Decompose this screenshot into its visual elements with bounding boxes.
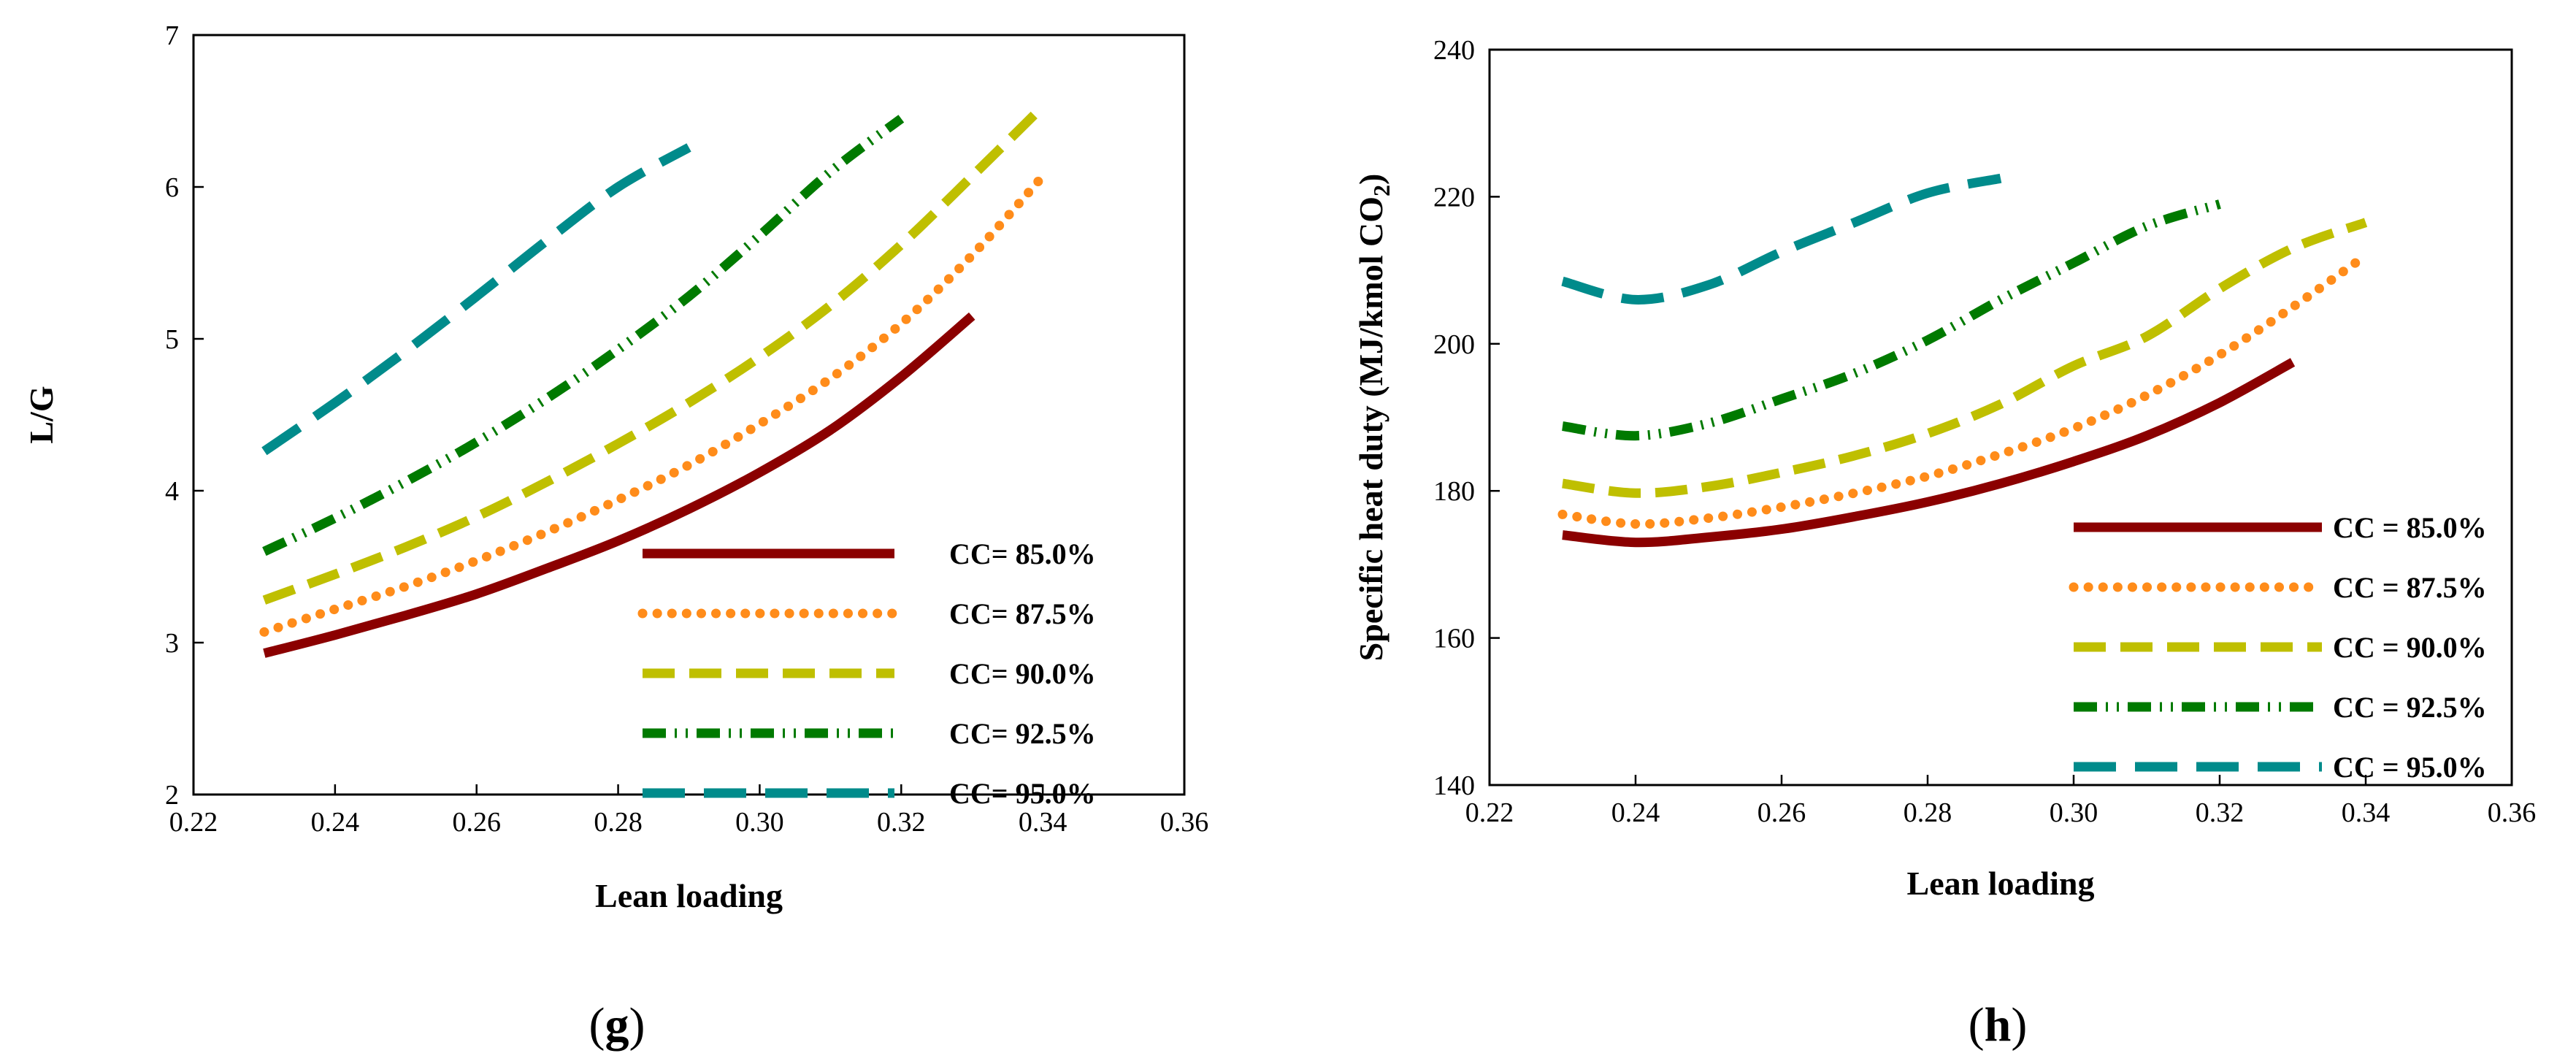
legend-label-h-5: CC = 95.0% <box>2333 751 2487 784</box>
legend-label-h-4: CC = 92.5% <box>2333 691 2487 724</box>
panel-label-g-letter: g <box>605 998 629 1052</box>
series-line-g-4 <box>262 115 905 556</box>
series-line-h-3 <box>1562 218 2368 498</box>
plot-frame-h <box>1488 48 2513 786</box>
series-line-g-2 <box>259 171 1048 637</box>
series-layer-g <box>259 103 1048 658</box>
y-tick-label-g: 3 <box>165 628 179 659</box>
legend-h: CC = 85.0% CC = 87.5% CC = 90.0% CC = 92.5%… <box>2069 511 2487 784</box>
y-axis-title-h-close: ) <box>1352 174 1389 185</box>
x-tick-label-h: 0.34 <box>2342 797 2391 828</box>
y-tick-label-h: 220 <box>1433 182 1475 213</box>
y-tick-label-h: 240 <box>1433 35 1475 66</box>
x-tick-label-g: 0.34 <box>1019 807 1067 838</box>
legend-label-g-3: CC= 90.0% <box>949 657 1096 690</box>
x-tick-label-h: 0.32 <box>2196 797 2245 828</box>
series-line-h-1 <box>1562 358 2296 548</box>
legend-label-h-2: CC = 87.5% <box>2333 571 2487 604</box>
y-tick-label-g: 5 <box>165 324 179 355</box>
series-line-g-3 <box>262 103 1046 605</box>
y-tick-label-g: 2 <box>165 780 179 811</box>
x-tick-label-g: 0.36 <box>1160 807 1209 838</box>
y-tick-label-g: 7 <box>165 20 179 51</box>
x-tick-label-h: 0.28 <box>1904 797 1952 828</box>
legend-label-g-4: CC= 92.5% <box>949 717 1096 750</box>
x-tick-label-g: 0.30 <box>735 807 784 838</box>
ticks-h: 0.22 0.24 0.26 0.28 0.30 0.32 0.34 0.36 140 160 18… <box>1433 35 2536 828</box>
panel-label-h-letter: h <box>1985 998 2012 1052</box>
series-line-h-5 <box>1561 173 2002 305</box>
x-tick-label-g: 0.32 <box>877 807 926 838</box>
y-tick-label-h: 140 <box>1433 770 1475 801</box>
legend-label-g-2: CC= 87.5% <box>949 597 1096 630</box>
y-tick-label-g: 4 <box>165 476 179 507</box>
x-tick-label-h: 0.30 <box>2050 797 2098 828</box>
panel-label-h: (h) <box>1969 998 2028 1052</box>
x-tick-label-h: 0.24 <box>1611 797 1660 828</box>
x-tick-label-g: 0.28 <box>594 807 643 838</box>
x-tick-label-g: 0.22 <box>169 807 218 838</box>
y-axis-title-h-sub: 2 <box>1368 185 1395 196</box>
y-tick-label-h: 180 <box>1433 476 1475 507</box>
x-tick-label-g: 0.24 <box>311 807 360 838</box>
x-tick-label-g: 0.26 <box>452 807 501 838</box>
chart-h: 0.22 0.24 0.26 0.28 0.30 0.32 0.34 0.36 140 160 18… <box>1352 35 2536 1052</box>
chart-g: 0.22 0.24 0.26 0.28 0.30 0.32 0.34 0.36 2 3 4 5 6 7 C… <box>23 20 1208 1052</box>
plot-frame-g <box>192 34 1186 796</box>
x-axis-title-h: Lean loading <box>1907 865 2095 902</box>
y-tick-label-h: 160 <box>1433 624 1475 654</box>
legend-label-g-5: CC= 95.0% <box>949 777 1096 810</box>
series-line-g-5 <box>261 143 691 456</box>
ticks-g: 0.22 0.24 0.26 0.28 0.30 0.32 0.34 0.36 2 3 4 5 6 7 <box>165 20 1208 838</box>
y-axis-title-g: L/G <box>23 386 60 443</box>
legend-g: CC= 85.0% CC= 87.5% CC= 90.0% CC= 92.5% CC= … <box>637 537 1096 810</box>
series-line-h-2 <box>1557 250 2371 529</box>
x-tick-label-h: 0.26 <box>1757 797 1806 828</box>
legend-label-g-1: CC= 85.0% <box>949 537 1096 570</box>
series-line-h-4 <box>1562 199 2221 441</box>
series-line-g-1 <box>263 312 975 658</box>
y-axis-title-h: Specific heat duty (MJ/kmol CO2) <box>1352 174 1395 662</box>
y-axis-title-h-main: Specific heat duty (MJ/kmol CO <box>1352 196 1389 661</box>
series-layer-h <box>1557 173 2371 548</box>
panel-label-g: (g) <box>589 998 645 1052</box>
x-axis-title-g: Lean loading <box>595 877 783 914</box>
x-tick-label-h: 0.36 <box>2488 797 2537 828</box>
legend-label-h-1: CC = 85.0% <box>2333 511 2487 544</box>
legend-label-h-3: CC = 90.0% <box>2333 631 2487 664</box>
y-tick-label-g: 6 <box>165 172 179 203</box>
y-tick-label-h: 200 <box>1433 329 1475 360</box>
x-tick-label-h: 0.22 <box>1465 797 1514 828</box>
